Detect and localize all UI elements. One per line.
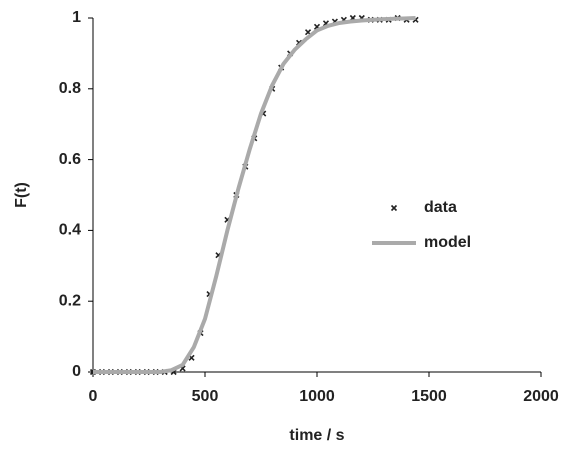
model-line [93, 16, 416, 374]
x-tick-label: 500 [192, 388, 219, 405]
y-tick-label: 1 [72, 9, 81, 26]
legend-label: model [424, 234, 471, 251]
x-tick-label: 2000 [523, 388, 559, 405]
x-axis-label: time / s [289, 427, 344, 444]
y-tick-label: 0.2 [59, 292, 81, 309]
y-tick-label: 0.6 [59, 151, 81, 168]
legend-label: data [424, 199, 457, 216]
y-tick-label: 0.8 [59, 80, 81, 97]
y-tick-label: 0.4 [59, 222, 81, 239]
x-tick-label: 0 [89, 388, 98, 405]
y-tick-label: 0 [72, 363, 81, 380]
x-tick-label: 1500 [411, 388, 447, 405]
legend-marker [390, 204, 398, 212]
y-axis-label: F(t) [13, 182, 30, 208]
x-tick-label: 1000 [299, 388, 335, 405]
